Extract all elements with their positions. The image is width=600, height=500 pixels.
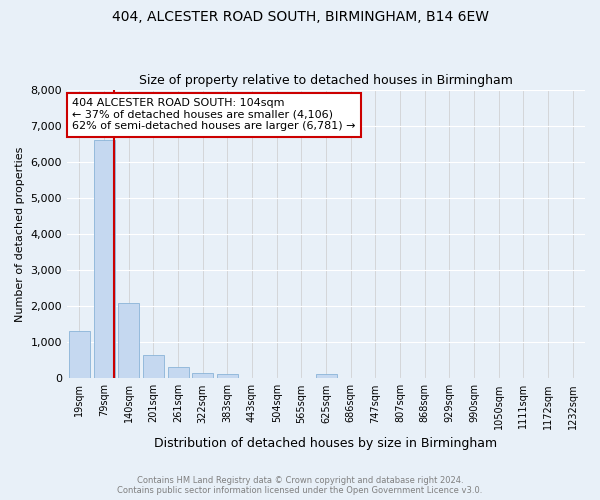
Bar [69,332,90,378]
Bar [217,374,238,378]
Y-axis label: Number of detached properties: Number of detached properties [15,146,25,322]
Bar [118,302,139,378]
Bar [316,374,337,378]
X-axis label: Distribution of detached houses by size in Birmingham: Distribution of detached houses by size … [154,437,497,450]
Bar [94,140,115,378]
Bar [167,368,188,378]
Bar [143,355,164,378]
Text: Contains HM Land Registry data © Crown copyright and database right 2024.
Contai: Contains HM Land Registry data © Crown c… [118,476,482,495]
Text: 404 ALCESTER ROAD SOUTH: 104sqm
← 37% of detached houses are smaller (4,106)
62%: 404 ALCESTER ROAD SOUTH: 104sqm ← 37% of… [72,98,356,132]
Bar [192,373,213,378]
Text: 404, ALCESTER ROAD SOUTH, BIRMINGHAM, B14 6EW: 404, ALCESTER ROAD SOUTH, BIRMINGHAM, B1… [112,10,488,24]
Title: Size of property relative to detached houses in Birmingham: Size of property relative to detached ho… [139,74,513,87]
